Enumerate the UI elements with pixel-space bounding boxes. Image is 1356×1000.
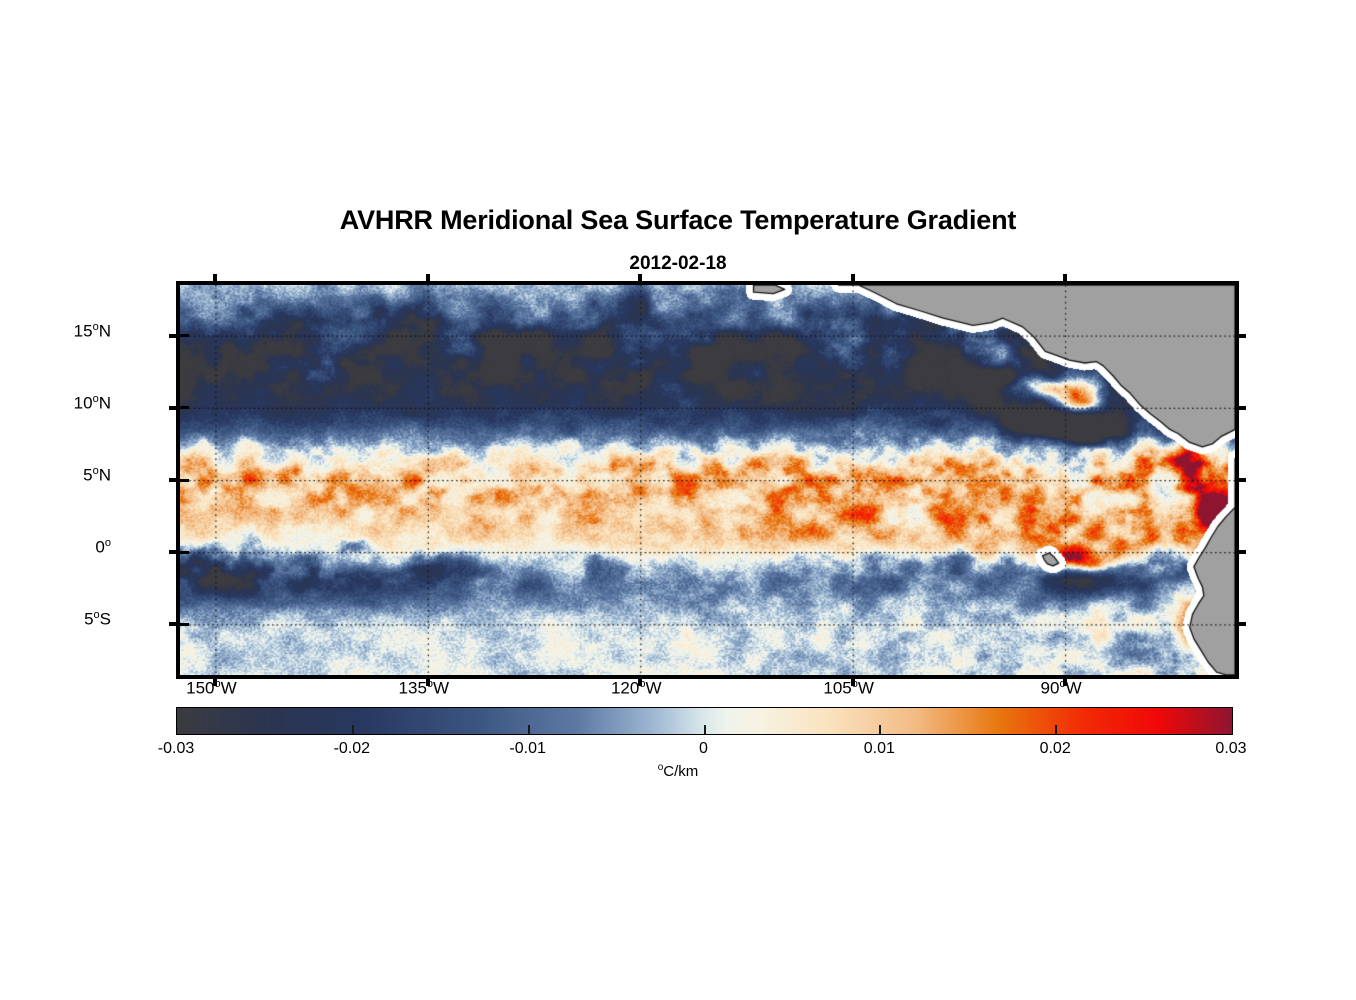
x-tick-2 [638,675,643,686]
x-tick-label-4: 90oW [1040,678,1082,698]
colorbar-tick-label-2: -0.01 [509,740,546,757]
y-tick-label-4: 5oS [84,609,111,630]
x-tick-label-2: 120oW [610,678,662,698]
y-tick-inner-3 [180,550,189,554]
x-tick-top-2 [638,274,643,285]
y-tick-label-0: 15oN [73,320,111,341]
y-tick-inner-1 [180,406,189,410]
colorbar-tick-4 [879,725,882,734]
page-title: AVHRR Meridional Sea Surface Temperature… [339,205,1017,235]
map-axes [169,274,1246,686]
colorbar [176,707,1233,735]
y-tick-inner-4 [180,622,189,626]
figure-subtitle-date: 2012-02-18 [629,253,727,274]
x-tick-label-0: 150oW [186,678,237,698]
colorbar-tick-label-3: 0 [699,740,708,757]
colorbar-tick-label-5: 0.02 [1039,740,1071,757]
colorbar-unit-label: oC/km [657,762,699,780]
y-tick-4 [169,622,180,627]
y-tick-right-2 [1235,478,1246,482]
x-tick-1 [425,675,430,686]
colorbar-tick-label-6: 0.03 [1215,740,1247,757]
colorbar-tick-label-4: 0.01 [863,740,895,757]
y-tick-1 [169,405,180,410]
colorbar-tick-2 [527,725,530,734]
colorbar-tick-5 [1055,725,1058,734]
x-tick-top-3 [850,274,855,285]
y-tick-label-2: 5oN [83,465,111,485]
x-tick-label-1: 135oW [398,678,450,698]
y-tick-inner-2 [180,478,189,482]
y-tick-inner-0 [180,334,189,338]
y-tick-right-3 [1235,550,1246,555]
y-tick-label-1: 10oN [73,392,111,413]
colorbar-tick-label-1: -0.02 [333,740,371,757]
y-tick-right-4 [1235,622,1246,627]
y-tick-right-0 [1235,333,1246,338]
x-tick-4 [1063,675,1068,686]
y-tick-3 [169,550,180,555]
x-tick-label-3: 105oW [823,678,874,698]
colorbar-tick-3 [703,725,706,734]
x-tick-3 [850,675,855,686]
y-tick-label-3: 0o [95,537,111,557]
x-tick-top-4 [1063,274,1068,285]
x-tick-top-0 [213,274,218,285]
colorbar-tick-1 [351,725,354,734]
y-tick-2 [169,478,180,482]
x-tick-top-1 [425,274,430,285]
y-tick-right-1 [1235,405,1246,410]
colorbar-tick-label-0: -0.03 [157,740,195,757]
y-tick-0 [169,333,180,338]
x-tick-0 [213,675,218,686]
sst-gradient-heatmap [180,285,1235,675]
